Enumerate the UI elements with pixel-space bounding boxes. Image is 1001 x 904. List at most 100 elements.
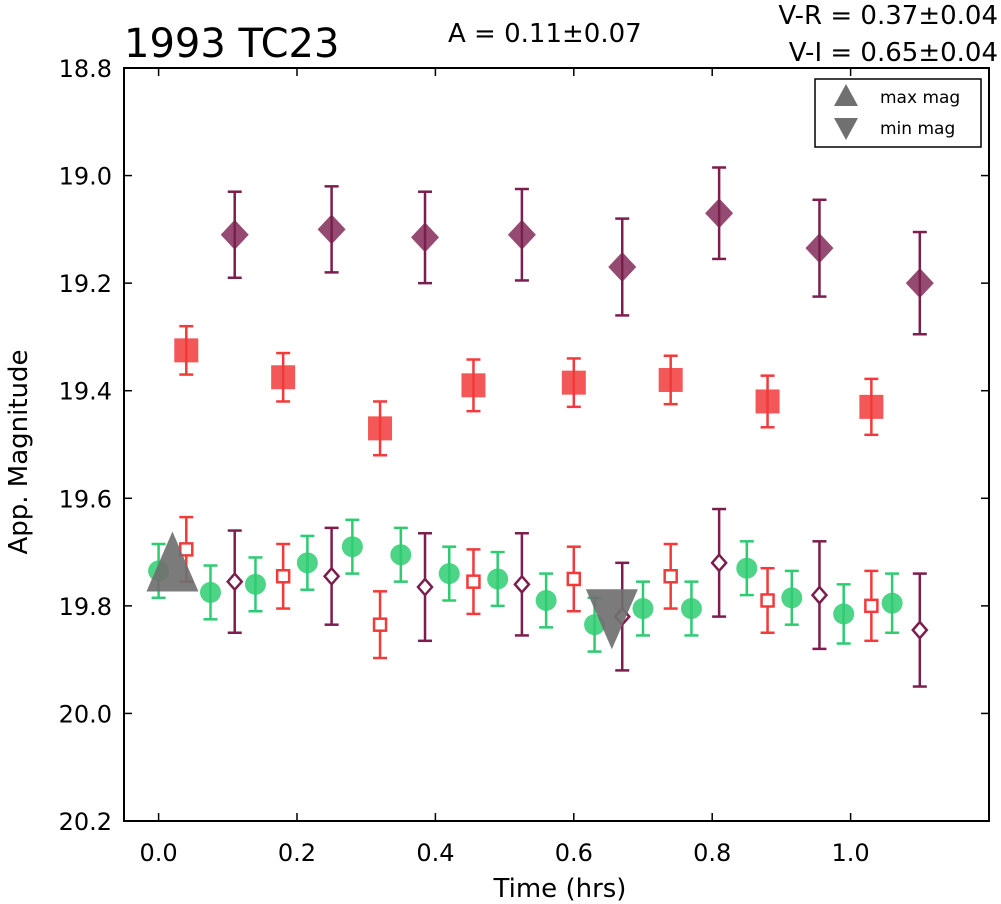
data-point	[663, 542, 678, 610]
open-square-marker	[760, 593, 775, 608]
data-point	[513, 531, 531, 637]
amplitude-label: A = 0.11±0.07	[448, 19, 642, 49]
y-tick-label: 20.0	[59, 700, 112, 728]
y-tick-label: 20.2	[59, 808, 112, 836]
data-point	[174, 324, 199, 376]
data-point	[317, 185, 346, 274]
data-point	[905, 230, 934, 336]
open-diamond-marker	[710, 552, 728, 573]
min-mag-marker-icon	[834, 118, 858, 140]
max-mag-triangle	[146, 531, 199, 592]
filled-square-marker	[461, 373, 486, 398]
filled-diamond-marker	[411, 222, 440, 253]
data-point	[911, 572, 929, 688]
data-point	[244, 556, 266, 613]
x-tick-label: 0.0	[140, 839, 178, 867]
circle-marker	[200, 581, 221, 603]
data-point	[833, 583, 855, 645]
data-point	[322, 526, 341, 626]
open-square-marker	[864, 598, 879, 614]
filled-square-marker	[658, 367, 683, 392]
data-point	[390, 526, 412, 583]
open-square-marker	[372, 617, 388, 632]
filled-diamond-marker	[507, 219, 536, 250]
data-point	[416, 531, 434, 643]
circle-marker	[244, 573, 266, 595]
y-tick-label: 19.6	[59, 485, 112, 513]
data-point	[680, 580, 702, 637]
data-point	[810, 540, 829, 651]
circle-marker	[487, 568, 509, 590]
y-tick-label: 19.4	[59, 378, 112, 406]
y-tick-label: 19.8	[59, 593, 112, 621]
open-diamond-marker	[911, 620, 929, 640]
open-square-marker	[466, 574, 481, 589]
data-point	[275, 542, 291, 610]
data-point	[368, 400, 393, 457]
x-axis-label: Time (hrs)	[493, 874, 627, 904]
data-point	[372, 590, 388, 660]
data-point	[438, 545, 460, 602]
series-open-square	[179, 515, 879, 660]
open-diamond-marker	[513, 574, 531, 595]
x-tick-label: 0.8	[693, 839, 731, 867]
max-mag-marker-icon	[834, 84, 858, 106]
plot-area	[146, 166, 934, 688]
data-point	[220, 190, 249, 280]
filled-square-marker	[271, 365, 296, 390]
data-point	[608, 217, 637, 317]
y-tick-label: 19.0	[59, 163, 112, 191]
circle-marker	[833, 603, 855, 625]
circle-marker	[736, 557, 758, 579]
filled-square-marker	[368, 416, 393, 441]
legend-min-mag-label: min mag	[880, 119, 955, 139]
data-point	[864, 569, 879, 643]
data-point	[632, 580, 654, 637]
open-square-marker	[275, 569, 291, 584]
filled-diamond-marker	[608, 252, 637, 283]
x-tick-label: 0.6	[555, 839, 593, 867]
data-point	[805, 198, 834, 298]
vi-color-label: V-I = 0.65±0.04	[789, 38, 998, 68]
series-filled-circle	[148, 518, 903, 653]
series-filled-square	[174, 324, 884, 457]
data-point	[561, 357, 586, 409]
chart-title: 1993 TC23	[124, 21, 339, 67]
filled-square-marker	[174, 338, 199, 363]
open-diamond-marker	[810, 585, 829, 605]
circle-marker	[535, 589, 557, 611]
circle-marker	[341, 536, 363, 558]
y-tick-label: 19.2	[59, 270, 112, 298]
x-tick-label: 0.4	[416, 839, 454, 867]
data-point	[881, 572, 903, 634]
y-tick-label: 18.8	[59, 55, 112, 83]
open-diamond-marker	[226, 571, 244, 592]
plot-frame	[123, 67, 990, 822]
circle-marker	[390, 544, 412, 566]
series-filled-diamond	[220, 166, 934, 336]
circle-marker	[881, 592, 903, 614]
open-diamond-marker	[322, 566, 341, 587]
filled-diamond-marker	[220, 219, 249, 250]
filled-diamond-marker	[317, 214, 346, 245]
open-diamond-marker	[416, 577, 434, 597]
data-point	[859, 377, 884, 437]
data-point	[296, 534, 318, 591]
x-tick-label: 1.0	[832, 839, 870, 867]
filled-diamond-marker	[805, 233, 834, 264]
circle-marker	[438, 563, 460, 585]
axis-ticks: 0.0 0.2 0.4 0.6 0.8 1.0 18.8 19.0 19.2 19.4 19.6 19…	[59, 55, 989, 867]
data-point	[226, 529, 244, 634]
filled-diamond-marker	[705, 198, 734, 229]
circle-marker	[632, 598, 654, 620]
data-point	[760, 566, 775, 634]
open-square-marker	[566, 571, 582, 587]
data-point	[755, 374, 780, 429]
circle-marker	[680, 598, 702, 620]
vr-color-label: V-R = 0.37±0.04	[778, 1, 998, 31]
y-axis-label: App. Magnitude	[4, 349, 34, 554]
filled-diamond-marker	[905, 268, 934, 299]
circle-marker	[296, 552, 318, 574]
data-point	[411, 190, 440, 285]
